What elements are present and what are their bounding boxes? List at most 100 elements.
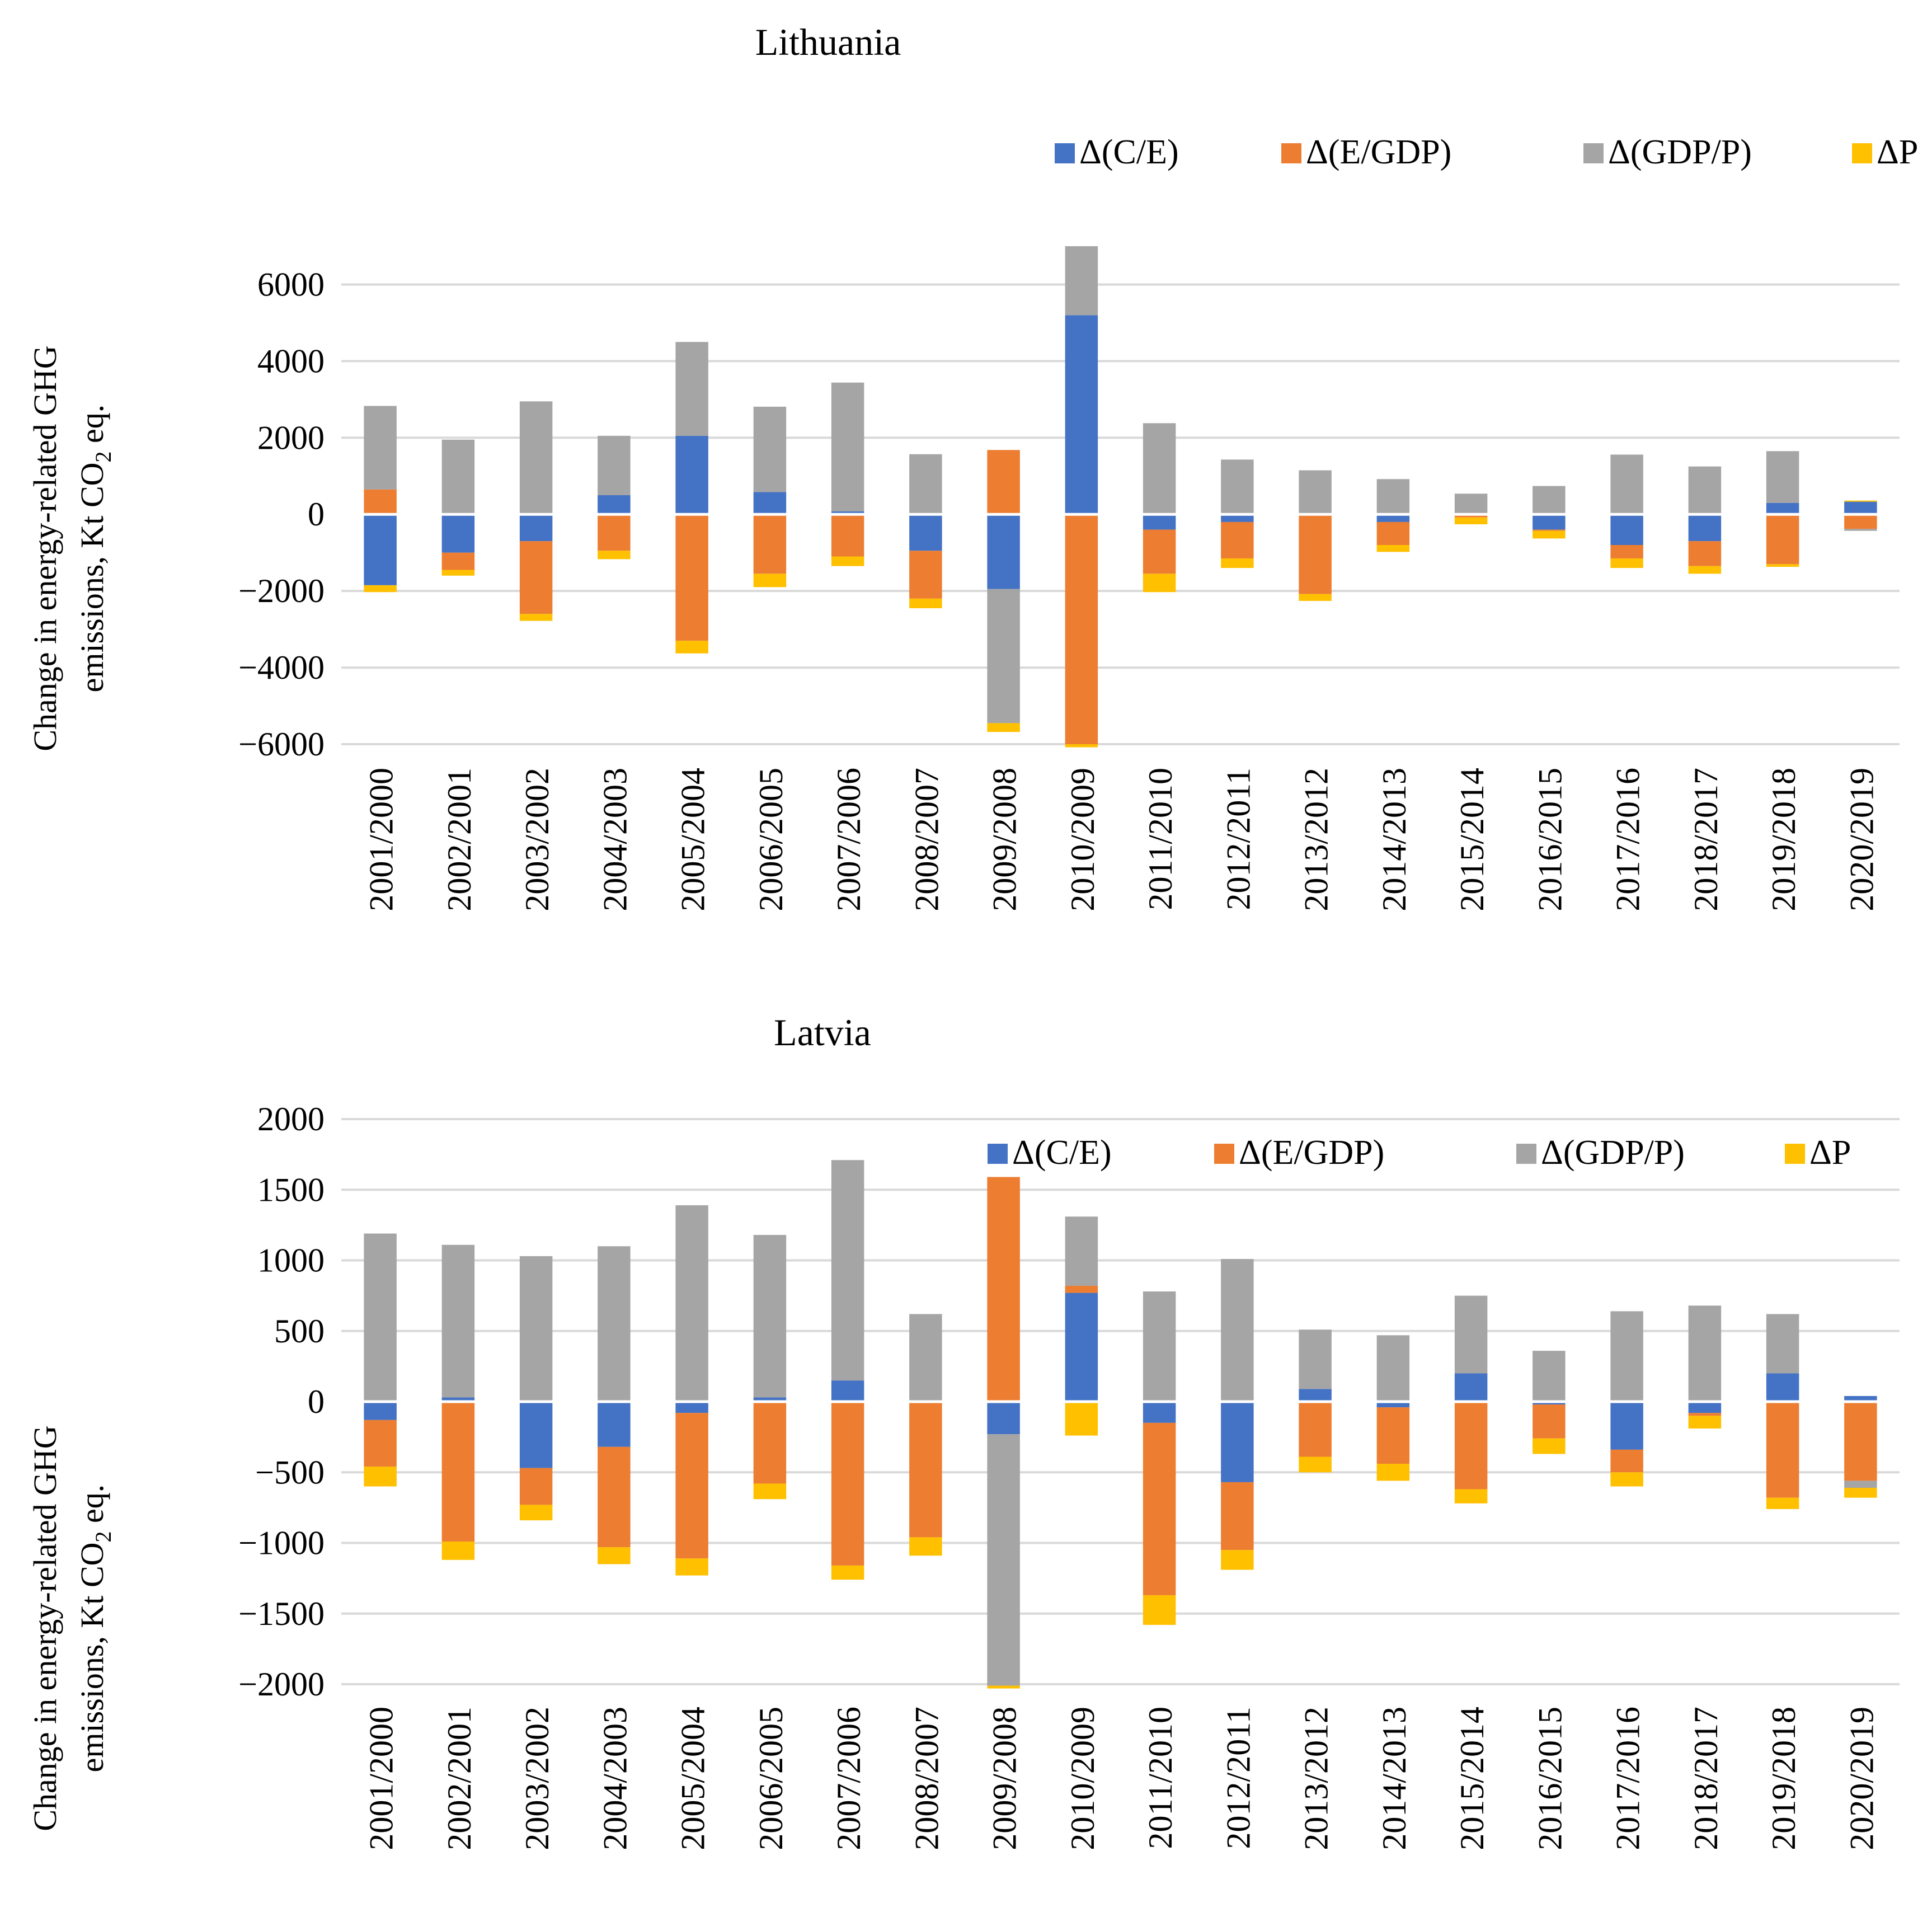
legend-swatch	[1055, 143, 1075, 163]
bar-delta-gdp-p	[1533, 486, 1566, 515]
bar-delta-e-gdp	[1221, 521, 1254, 558]
legend-label: ΔP	[1877, 133, 1918, 171]
bar-delta-e-gdp	[1844, 1402, 1877, 1481]
bar-delta-e-gdp	[364, 1420, 397, 1467]
bar-delta-gdp-p	[1844, 1481, 1877, 1488]
bar-delta-c-e	[1844, 501, 1877, 515]
bar-delta-c-e	[1766, 502, 1799, 515]
bar-delta-gdp-p	[1610, 1311, 1643, 1402]
bar-delta-e-gdp	[1299, 1402, 1332, 1457]
x-tick-label: 2017/2016	[1610, 1707, 1647, 1850]
bar-delta-p	[1065, 744, 1098, 748]
bar-delta-p	[598, 1547, 631, 1564]
x-tick-label: 2013/2012	[1298, 768, 1335, 911]
bar-delta-c-e	[1065, 1293, 1098, 1402]
legend-label: Δ(GDP/P)	[1608, 133, 1752, 171]
bar-delta-p	[1221, 1550, 1254, 1570]
bar-delta-p	[909, 1537, 942, 1556]
bar-delta-p	[1221, 558, 1254, 568]
legend-label: Δ(C/E)	[1079, 133, 1179, 171]
bar-delta-gdp-p	[1376, 1335, 1410, 1402]
chart-title: Lithuania	[755, 21, 901, 63]
bar-delta-p	[831, 556, 864, 566]
y-tick-labels: 6000 4000 2000 0 −2000 −4000 −6000	[238, 266, 325, 763]
bar-delta-gdp-p	[1143, 423, 1176, 515]
x-tick-label: 2019/2018	[1765, 768, 1802, 911]
bar-delta-gdp-p	[831, 382, 864, 511]
bar-delta-p	[675, 641, 708, 654]
bar-delta-p	[1610, 558, 1643, 568]
bar-delta-c-e	[519, 1402, 553, 1468]
bar-delta-gdp-p	[441, 439, 475, 515]
y-tick-label: 1000	[257, 1242, 325, 1279]
bar-delta-p	[1065, 1402, 1098, 1436]
bar-delta-p	[519, 1505, 553, 1521]
y-tick-label: 1500	[257, 1171, 325, 1208]
legend: Δ(C/E) Δ(E/GDP) Δ(GDP/P) ΔP	[988, 1134, 1851, 1172]
chart-lithuania: Lithuania Change in energy-related GHG e…	[27, 21, 1918, 911]
x-tick-label: 2001/2000	[363, 768, 400, 911]
bar-delta-p	[441, 1541, 475, 1560]
x-tick-label: 2020/2019	[1843, 768, 1880, 911]
bar-delta-c-e	[598, 1402, 631, 1447]
x-tick-label: 2019/2018	[1765, 1707, 1802, 1850]
bar-delta-gdp-p	[1221, 1258, 1254, 1402]
bar-delta-e-gdp	[1376, 521, 1410, 545]
x-tick-label: 2011/2010	[1142, 768, 1179, 910]
bar-delta-c-e	[675, 435, 708, 515]
y-tick-label: 500	[274, 1313, 325, 1350]
y-tick-label: −2000	[238, 1666, 325, 1703]
chart-title: Latvia	[774, 1011, 871, 1054]
bar-delta-e-gdp	[1766, 1402, 1799, 1498]
x-tick-label: 2014/2013	[1376, 768, 1413, 911]
bar-delta-e-gdp	[1533, 1404, 1566, 1439]
legend-label: Δ(C/E)	[1012, 1134, 1112, 1172]
bar-delta-c-e	[1766, 1373, 1799, 1402]
bar-delta-c-e	[753, 492, 787, 515]
bar-delta-e-gdp	[1376, 1407, 1410, 1464]
legend-swatch	[1214, 1144, 1234, 1164]
x-tick-labels: 2001/2000 2002/2001 2003/2002 2004/2003 2005…	[363, 768, 1881, 911]
legend-swatch	[988, 1144, 1008, 1164]
bar-delta-gdp-p	[1065, 246, 1098, 316]
bar-delta-p	[753, 1483, 787, 1500]
bar-delta-e-gdp	[675, 514, 708, 641]
bar-delta-gdp-p	[1299, 470, 1332, 515]
bar-delta-e-gdp	[598, 1446, 631, 1548]
x-tick-label: 2006/2005	[753, 1707, 789, 1850]
x-tick-label: 2011/2010	[1142, 1707, 1179, 1849]
bar-delta-gdp-p	[364, 1233, 397, 1402]
bar-delta-e-gdp	[519, 1468, 553, 1505]
x-tick-label: 2002/2001	[441, 768, 478, 911]
bar-delta-gdp-p	[1065, 1216, 1098, 1286]
bar-delta-e-gdp	[1610, 1449, 1643, 1473]
y-tick-label: −2000	[238, 572, 325, 609]
bar-delta-p	[1376, 1464, 1410, 1481]
bar-delta-gdp-p	[1143, 1291, 1176, 1402]
y-tick-labels: 2000 1500 1000 500 0 −500 −1000 −1500 −2000	[238, 1101, 325, 1703]
bar-delta-p	[1610, 1472, 1643, 1487]
x-tick-labels: 2001/2000 2002/2001 2003/2002 2004/2003 2005…	[363, 1707, 1881, 1850]
bar-delta-e-gdp	[1299, 515, 1332, 594]
bar-delta-c-e	[1844, 1396, 1877, 1402]
bar-delta-c-e	[987, 514, 1020, 589]
y-tick-label: 2000	[257, 419, 325, 456]
bar-delta-gdp-p	[1299, 1329, 1332, 1389]
bars	[364, 1160, 1877, 1689]
legend-label: Δ(GDP/P)	[1541, 1134, 1685, 1172]
bar-delta-gdp-p	[519, 1256, 553, 1402]
bar-delta-e-gdp	[1454, 515, 1488, 518]
bar-delta-e-gdp	[364, 489, 397, 515]
bar-delta-gdp-p	[675, 1205, 708, 1402]
bar-delta-c-e	[831, 511, 864, 515]
bar-delta-p	[1454, 1489, 1488, 1503]
bar-delta-c-e	[364, 1402, 397, 1420]
bar-delta-p	[1688, 1416, 1722, 1429]
bar-delta-p	[1688, 566, 1722, 574]
y-tick-label: −4000	[238, 649, 325, 686]
bar-delta-c-e	[598, 495, 631, 515]
bar-delta-c-e	[1065, 315, 1098, 515]
bar-delta-gdp-p	[987, 1434, 1020, 1686]
bar-delta-p	[675, 1558, 708, 1576]
bar-delta-e-gdp	[987, 450, 1020, 515]
